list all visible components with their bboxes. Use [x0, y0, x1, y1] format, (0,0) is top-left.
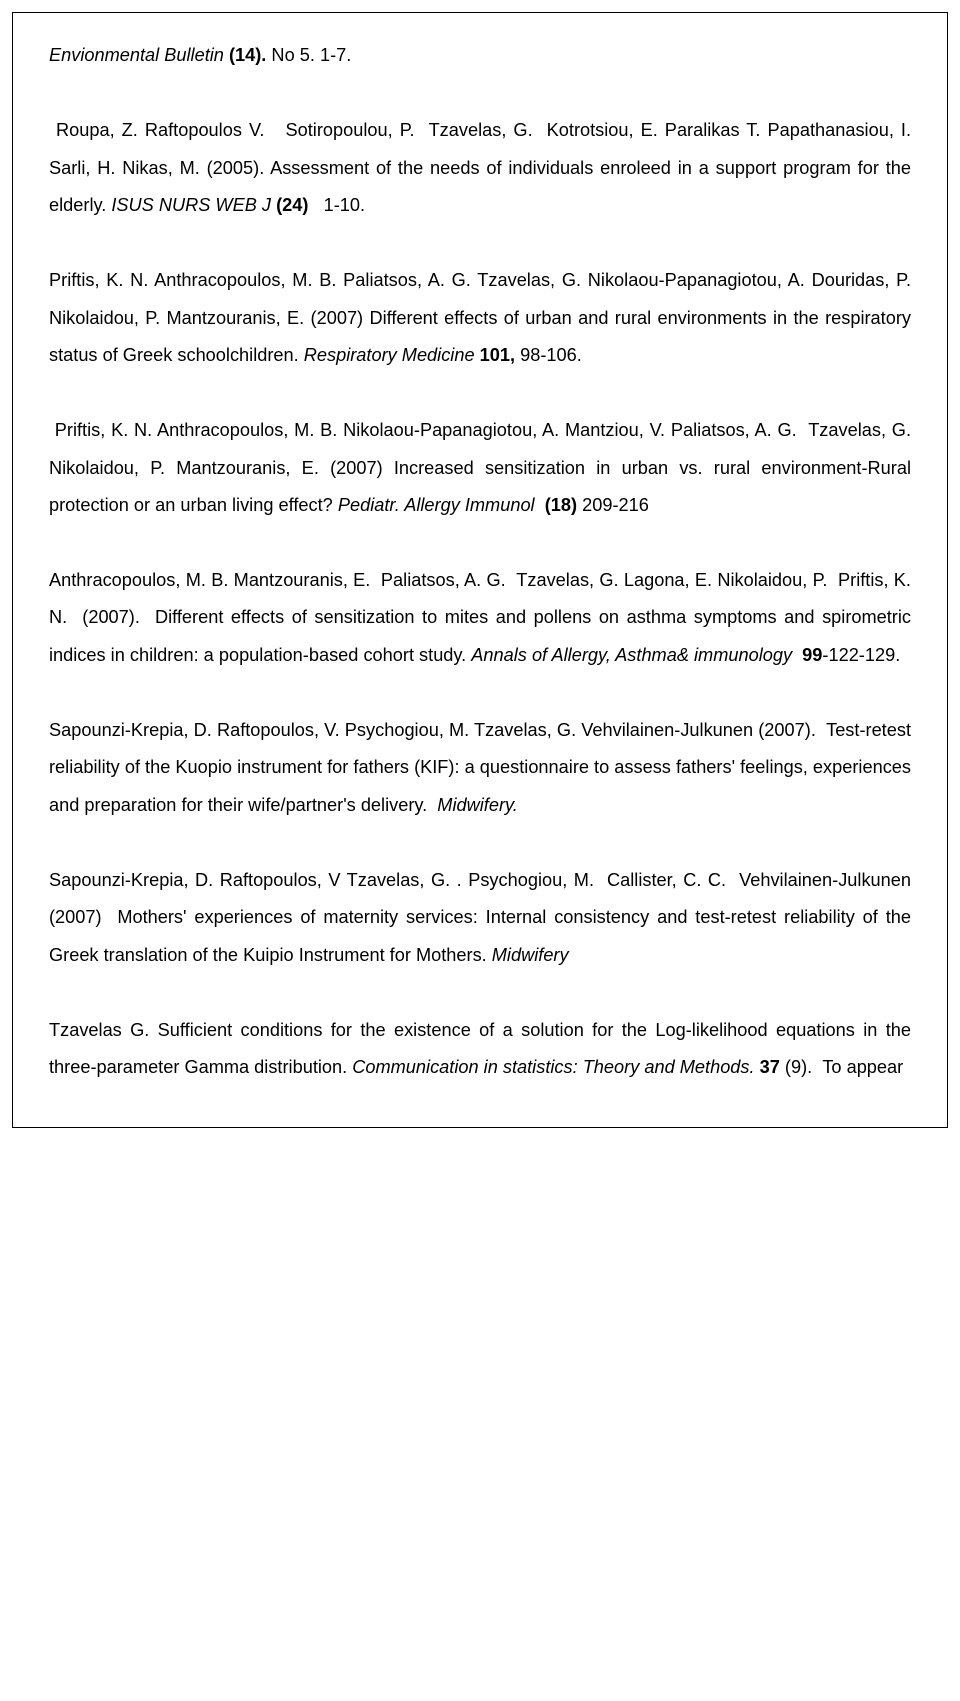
reference-paragraph: Priftis, K. N. Anthracopoulos, M. B. Nik…	[49, 412, 911, 524]
reference-paragraph: Priftis, K. N. Anthracopoulos, M. B. Pal…	[49, 262, 911, 374]
reference-paragraph: Envionmental Bulletin (14). No 5. 1-7.	[49, 37, 911, 74]
reference-paragraph: Sapounzi-Krepia, D. Raftopoulos, V. Psyc…	[49, 712, 911, 824]
reference-paragraph: Sapounzi-Krepia, D. Raftopoulos, V Tzave…	[49, 862, 911, 974]
reference-paragraph: Roupa, Z. Raftopoulos V. Sotiropoulou, P…	[49, 112, 911, 224]
document-page: Envionmental Bulletin (14). No 5. 1-7. R…	[12, 12, 948, 1128]
reference-paragraph: Anthracopoulos, M. B. Mantzouranis, E. P…	[49, 562, 911, 674]
reference-paragraph: Tzavelas G. Sufficient conditions for th…	[49, 1012, 911, 1087]
